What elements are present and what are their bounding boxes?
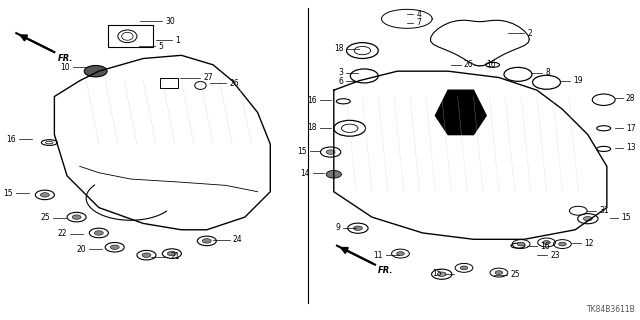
Circle shape: [326, 171, 341, 178]
Circle shape: [72, 215, 81, 219]
Text: 26: 26: [464, 60, 474, 69]
Text: 23: 23: [550, 251, 560, 260]
Text: 21: 21: [171, 252, 180, 261]
Text: 6: 6: [339, 77, 343, 86]
Text: 24: 24: [233, 236, 243, 244]
Circle shape: [142, 253, 151, 257]
Circle shape: [559, 242, 566, 246]
Text: 8: 8: [545, 68, 550, 77]
Circle shape: [94, 231, 103, 235]
Text: 19: 19: [573, 76, 583, 85]
Text: 17: 17: [626, 124, 636, 133]
Circle shape: [202, 239, 211, 243]
Text: 2: 2: [527, 28, 532, 38]
Text: 14: 14: [301, 169, 310, 178]
Text: 22: 22: [58, 229, 67, 238]
Text: 11: 11: [373, 251, 383, 260]
Text: 20: 20: [77, 245, 86, 254]
Text: 16: 16: [6, 135, 16, 144]
Circle shape: [517, 242, 525, 246]
Text: 1: 1: [175, 36, 180, 44]
Text: 18: 18: [334, 44, 343, 53]
Text: 9: 9: [335, 223, 340, 232]
Text: 12: 12: [584, 239, 594, 248]
Circle shape: [397, 252, 404, 255]
Text: 10: 10: [61, 63, 70, 72]
Circle shape: [584, 216, 592, 221]
Text: 15: 15: [432, 269, 442, 278]
Circle shape: [353, 226, 362, 230]
Circle shape: [460, 266, 468, 270]
Text: 18: 18: [307, 123, 317, 132]
Bar: [108, 25, 153, 47]
Circle shape: [40, 193, 49, 197]
Text: 16: 16: [486, 60, 496, 69]
Text: 30: 30: [166, 17, 175, 26]
Text: 7: 7: [417, 19, 421, 28]
Text: FR.: FR.: [58, 54, 73, 63]
Text: 31: 31: [599, 206, 609, 215]
Circle shape: [543, 241, 550, 244]
Circle shape: [168, 252, 176, 256]
Circle shape: [110, 245, 119, 250]
Circle shape: [495, 271, 502, 275]
Text: 5: 5: [158, 42, 163, 51]
Text: 15: 15: [297, 147, 307, 156]
Circle shape: [84, 66, 107, 77]
Text: 26: 26: [229, 79, 239, 88]
Text: 28: 28: [626, 94, 636, 103]
Circle shape: [437, 272, 446, 276]
Text: 3: 3: [339, 68, 343, 77]
Text: 16: 16: [540, 242, 550, 251]
Circle shape: [326, 150, 335, 154]
Text: 16: 16: [307, 96, 317, 105]
Text: FR.: FR.: [378, 266, 394, 275]
Text: 4: 4: [417, 10, 421, 19]
Text: 13: 13: [626, 143, 636, 152]
Text: 15: 15: [3, 189, 13, 198]
Text: 25: 25: [510, 270, 520, 279]
Polygon shape: [435, 90, 486, 135]
Text: 27: 27: [204, 73, 213, 82]
Text: 15: 15: [621, 213, 631, 222]
Text: TK84B3611B: TK84B3611B: [587, 305, 636, 314]
Text: 25: 25: [40, 213, 50, 222]
